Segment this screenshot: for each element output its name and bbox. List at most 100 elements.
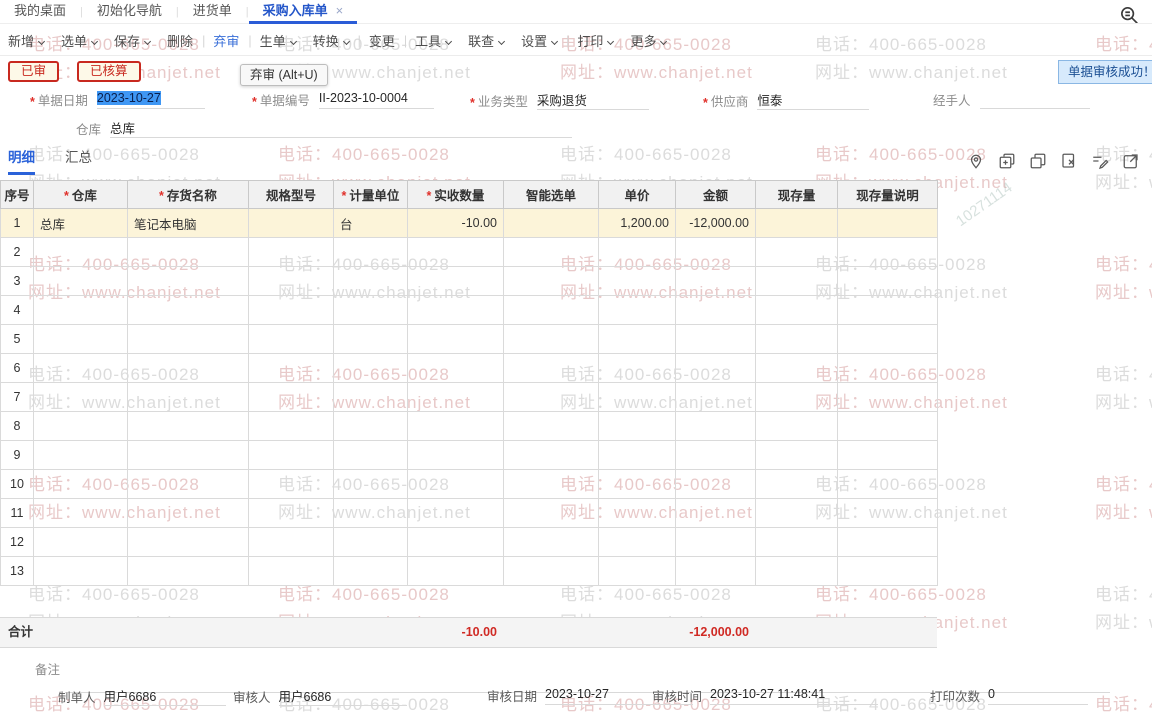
- cell-现存量说明[interactable]: [837, 498, 938, 528]
- cell-存货名称[interactable]: [127, 382, 249, 412]
- toolbar-生单[interactable]: 生单: [250, 31, 297, 50]
- field-input[interactable]: 恒泰: [757, 90, 870, 110]
- cell-规格型号[interactable]: [248, 324, 334, 354]
- cell-存货名称[interactable]: [127, 411, 249, 441]
- cell-存货名称[interactable]: [127, 556, 249, 586]
- cell-单价[interactable]: [598, 527, 676, 557]
- cell-单价[interactable]: [598, 440, 676, 470]
- cell-金额[interactable]: [675, 382, 756, 412]
- cell-存货名称[interactable]: [127, 266, 249, 296]
- cell-计量单位[interactable]: [333, 498, 408, 528]
- cell-单价[interactable]: [598, 469, 676, 499]
- toolbar-弃审[interactable]: 弃审: [213, 34, 240, 49]
- cell-金额[interactable]: [675, 469, 756, 499]
- cell-单价[interactable]: [598, 324, 676, 354]
- cell-实收数量[interactable]: -10.00: [407, 208, 504, 238]
- cell-规格型号[interactable]: [248, 411, 334, 441]
- row-number[interactable]: 12: [0, 527, 34, 557]
- cell-现存量说明[interactable]: [837, 295, 938, 325]
- cell-现存量[interactable]: [755, 266, 838, 296]
- cell-仓库[interactable]: [33, 295, 128, 325]
- cell-仓库[interactable]: [33, 382, 128, 412]
- cell-规格型号[interactable]: [248, 295, 334, 325]
- cell-仓库[interactable]: 总库: [33, 208, 128, 238]
- toolbar-更多[interactable]: 更多: [620, 31, 668, 50]
- cell-计量单位[interactable]: [333, 324, 408, 354]
- tab-汇总[interactable]: 汇总: [65, 150, 92, 165]
- cell-智能选单[interactable]: [503, 382, 599, 412]
- row-number[interactable]: 2: [0, 237, 34, 267]
- cell-单价[interactable]: [598, 266, 676, 296]
- cell-智能选单[interactable]: [503, 469, 599, 499]
- cell-存货名称[interactable]: [127, 498, 249, 528]
- cell-单价[interactable]: 1,200.00: [598, 208, 676, 238]
- cell-智能选单[interactable]: [503, 295, 599, 325]
- cell-现存量说明[interactable]: [837, 469, 938, 499]
- row-number[interactable]: 9: [0, 440, 34, 470]
- tab-2[interactable]: 进货单: [192, 2, 232, 18]
- cell-仓库[interactable]: [33, 266, 128, 296]
- toolbar-变更[interactable]: 变更: [368, 34, 395, 49]
- warehouse-input[interactable]: 总库: [110, 118, 573, 138]
- tab-0[interactable]: 我的桌面: [14, 2, 67, 18]
- field-input[interactable]: II-2023-10-0004: [318, 91, 434, 109]
- field-input[interactable]: 2023-10-27: [96, 91, 205, 109]
- cell-金额[interactable]: [675, 498, 756, 528]
- cell-存货名称[interactable]: [127, 469, 249, 499]
- toolbar-删除[interactable]: 删除: [167, 34, 194, 49]
- cell-计量单位[interactable]: [333, 353, 408, 383]
- cell-计量单位[interactable]: [333, 295, 408, 325]
- cell-规格型号[interactable]: [248, 353, 334, 383]
- cell-现存量[interactable]: [755, 411, 838, 441]
- toolbar-打印[interactable]: 打印: [567, 31, 615, 50]
- row-number[interactable]: 4: [0, 295, 34, 325]
- export-icon[interactable]: [1122, 152, 1140, 170]
- row-number[interactable]: 7: [0, 382, 34, 412]
- row-number[interactable]: 11: [0, 498, 34, 528]
- cell-现存量说明[interactable]: [837, 324, 938, 354]
- toolbar-新增[interactable]: 新增: [0, 31, 46, 50]
- cell-智能选单[interactable]: [503, 237, 599, 267]
- field-input[interactable]: 采购退货: [536, 90, 649, 110]
- cell-计量单位[interactable]: [333, 266, 408, 296]
- cell-规格型号[interactable]: [248, 556, 334, 586]
- cell-仓库[interactable]: [33, 324, 128, 354]
- toolbar-联查[interactable]: 联查: [458, 31, 506, 50]
- cell-智能选单[interactable]: [503, 208, 599, 238]
- cell-规格型号[interactable]: [248, 237, 334, 267]
- cell-计量单位[interactable]: [333, 440, 408, 470]
- cell-仓库[interactable]: [33, 411, 128, 441]
- cell-现存量说明[interactable]: [837, 382, 938, 412]
- cell-单价[interactable]: [598, 353, 676, 383]
- cell-实收数量[interactable]: [407, 266, 504, 296]
- copy-row-icon[interactable]: [1029, 152, 1047, 170]
- cell-现存量说明[interactable]: [837, 440, 938, 470]
- field-input[interactable]: [979, 91, 1090, 109]
- batch-edit-icon[interactable]: [1091, 152, 1109, 170]
- doc-search-icon[interactable]: [1118, 4, 1140, 26]
- cell-仓库[interactable]: [33, 498, 128, 528]
- tab-close-icon[interactable]: ×: [335, 2, 344, 18]
- cell-现存量说明[interactable]: [837, 353, 938, 383]
- cell-智能选单[interactable]: [503, 324, 599, 354]
- cell-实收数量[interactable]: [407, 556, 504, 586]
- cell-金额[interactable]: [675, 295, 756, 325]
- cell-智能选单[interactable]: [503, 411, 599, 441]
- cell-智能选单[interactable]: [503, 440, 599, 470]
- cell-仓库[interactable]: [33, 440, 128, 470]
- cell-单价[interactable]: [598, 237, 676, 267]
- cell-仓库[interactable]: [33, 556, 128, 586]
- cell-现存量说明[interactable]: [837, 527, 938, 557]
- cell-金额[interactable]: -12,000.00: [675, 208, 756, 238]
- row-number[interactable]: 13: [0, 556, 34, 586]
- cell-现存量[interactable]: [755, 324, 838, 354]
- toolbar-工具[interactable]: 工具: [405, 31, 453, 50]
- cell-计量单位[interactable]: [333, 556, 408, 586]
- cell-现存量[interactable]: [755, 237, 838, 267]
- cell-规格型号[interactable]: [248, 498, 334, 528]
- cell-计量单位[interactable]: [333, 527, 408, 557]
- cell-计量单位[interactable]: [333, 237, 408, 267]
- row-number[interactable]: 3: [0, 266, 34, 296]
- row-number[interactable]: 6: [0, 353, 34, 383]
- cell-实收数量[interactable]: [407, 237, 504, 267]
